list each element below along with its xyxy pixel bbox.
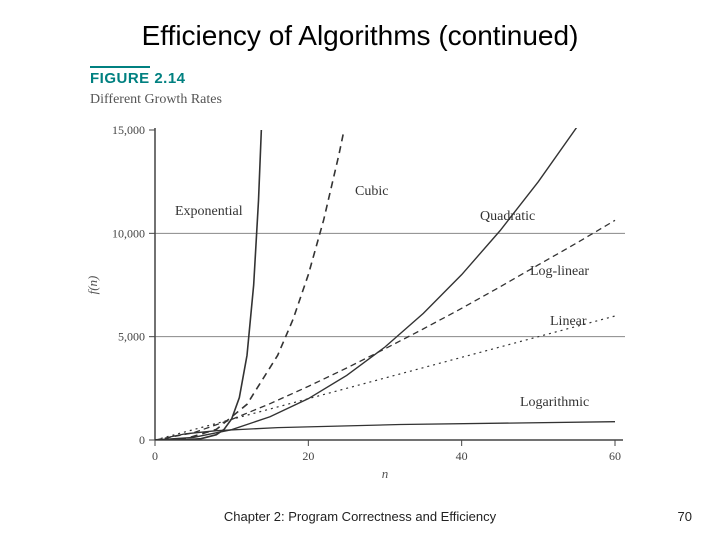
series-label-cubic: Cubic: [355, 184, 388, 199]
svg-text:f(n): f(n): [85, 276, 100, 295]
series-label-log-linear: Log-linear: [530, 264, 589, 279]
svg-text:15,000: 15,000: [112, 123, 145, 137]
series-logarithmic: [163, 422, 615, 440]
growth-rate-chart: 0 20 40 60 0 5,000 10,000 15,000 n f(n) Exponentia…: [75, 120, 635, 480]
figure-caption: Different Growth Rates: [90, 92, 222, 108]
series-quadratic: [155, 127, 577, 440]
svg-text:60: 60: [609, 449, 621, 463]
page-number: 70: [678, 509, 692, 524]
svg-text:n: n: [382, 466, 389, 480]
series-label-logarithmic: Logarithmic: [520, 395, 589, 410]
svg-text:40: 40: [456, 449, 468, 463]
series-linear: [155, 316, 615, 440]
slide-title: Efficiency of Algorithms (continued): [0, 20, 720, 52]
svg-text:5,000: 5,000: [118, 330, 145, 344]
series-exponential: [155, 130, 261, 440]
series-label-linear: Linear: [550, 314, 587, 329]
figure-label: FIGURE 2.14: [90, 70, 186, 87]
slide: Efficiency of Algorithms (continued) FIG…: [0, 0, 720, 540]
svg-text:20: 20: [302, 449, 314, 463]
svg-text:0: 0: [139, 433, 145, 447]
svg-text:0: 0: [152, 449, 158, 463]
series-label-exponential: Exponential: [175, 204, 243, 219]
footer-text: Chapter 2: Program Correctness and Effic…: [0, 509, 720, 524]
series-label-quadratic: Quadratic: [480, 209, 535, 224]
svg-text:10,000: 10,000: [112, 226, 145, 240]
figure-rule: [90, 66, 150, 68]
chart-svg: 0 20 40 60 0 5,000 10,000 15,000 n f(n) Exponentia…: [75, 120, 635, 480]
